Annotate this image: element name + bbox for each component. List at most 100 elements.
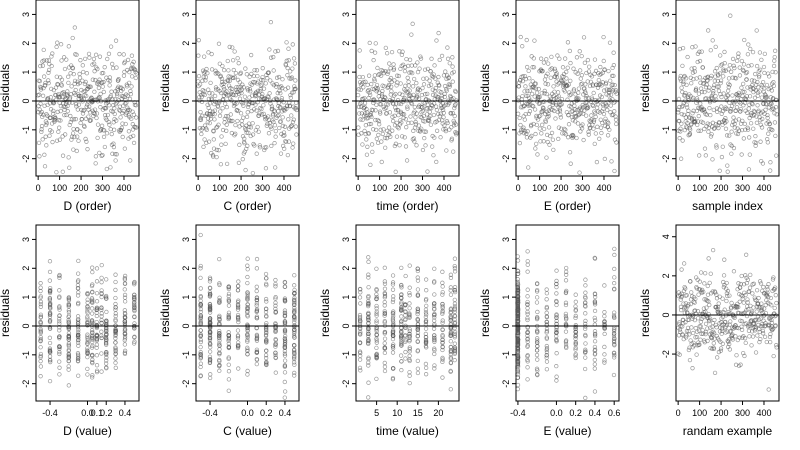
data-point	[721, 74, 726, 79]
data-point	[438, 111, 443, 116]
data-point	[363, 123, 369, 128]
data-point	[593, 68, 599, 74]
data-point	[107, 103, 112, 108]
data-point	[750, 291, 755, 296]
data-point	[450, 55, 455, 60]
data-point	[370, 149, 375, 155]
data-point	[224, 161, 230, 167]
data-point	[58, 42, 64, 47]
data-point	[223, 114, 229, 119]
data-point	[531, 65, 537, 70]
data-point	[579, 53, 584, 59]
data-point	[110, 65, 116, 71]
data-point	[284, 40, 289, 45]
data-point	[405, 75, 410, 80]
y-tick-label: -1	[341, 126, 351, 134]
data-point	[266, 131, 272, 136]
data-point	[573, 355, 578, 361]
data-point	[716, 125, 721, 131]
data-point	[575, 71, 580, 76]
y-tick-label: 0	[341, 323, 351, 328]
data-point	[708, 134, 714, 139]
data-point	[415, 60, 420, 65]
data-point	[744, 70, 750, 75]
y-tick-label: 3	[661, 12, 671, 17]
data-point	[530, 103, 535, 108]
data-point	[245, 372, 250, 377]
data-point	[702, 281, 707, 286]
x-tick-label: 0.2	[569, 408, 582, 418]
data-point	[433, 85, 438, 91]
data-point	[719, 94, 724, 100]
data-point	[85, 147, 90, 152]
data-point	[292, 373, 297, 378]
data-point	[602, 283, 607, 288]
data-point	[534, 122, 539, 128]
data-point	[689, 81, 694, 86]
data-point	[390, 273, 396, 278]
data-point	[212, 117, 217, 122]
data-point	[373, 108, 378, 113]
data-point	[715, 109, 720, 115]
data-point	[367, 90, 372, 95]
data-point	[451, 96, 456, 101]
data-point	[261, 86, 267, 91]
data-point	[107, 122, 112, 127]
data-point	[114, 152, 119, 157]
data-point	[249, 71, 254, 77]
data-point	[526, 165, 531, 170]
data-point	[231, 67, 236, 73]
data-point	[589, 95, 594, 100]
data-point	[40, 93, 46, 98]
data-point	[691, 108, 696, 113]
data-point	[227, 118, 232, 124]
data-point	[551, 147, 556, 153]
x-axis-title: randam example	[683, 424, 773, 438]
data-point	[233, 70, 239, 76]
y-tick-label: 0	[661, 98, 671, 103]
x-tick-label: 0.4	[279, 408, 292, 418]
data-point	[47, 354, 53, 359]
data-point	[373, 117, 378, 123]
data-point	[736, 128, 742, 133]
data-point	[92, 111, 97, 116]
data-point	[404, 125, 409, 130]
data-point	[759, 95, 764, 100]
data-point	[84, 104, 89, 109]
data-point	[554, 351, 559, 356]
data-point	[115, 93, 120, 98]
data-point	[609, 73, 615, 79]
data-point	[758, 281, 764, 286]
data-point	[549, 54, 554, 60]
data-point	[585, 104, 590, 109]
x-tick-label: 0	[196, 183, 201, 193]
data-point	[124, 84, 130, 89]
data-point	[237, 124, 242, 129]
data-point	[376, 119, 382, 124]
data-point	[90, 270, 95, 275]
data-point	[748, 272, 753, 278]
data-point	[51, 87, 56, 93]
data-point	[544, 310, 549, 315]
data-point	[525, 259, 530, 264]
data-point	[250, 132, 256, 137]
data-point	[697, 75, 702, 80]
data-point	[525, 294, 530, 299]
data-point	[222, 120, 227, 125]
data-point	[425, 66, 431, 71]
data-point	[99, 275, 104, 281]
data-point	[40, 137, 45, 142]
data-point	[736, 54, 741, 59]
data-point	[526, 68, 531, 74]
data-point	[374, 376, 379, 382]
data-point	[204, 127, 209, 132]
data-point	[267, 91, 272, 96]
data-point	[393, 105, 398, 110]
data-point	[110, 61, 115, 67]
data-point	[553, 101, 559, 106]
data-point	[517, 80, 522, 85]
data-point	[400, 92, 405, 97]
data-point	[292, 61, 298, 66]
data-point	[763, 107, 768, 112]
x-axis-title: sample index	[692, 199, 763, 213]
